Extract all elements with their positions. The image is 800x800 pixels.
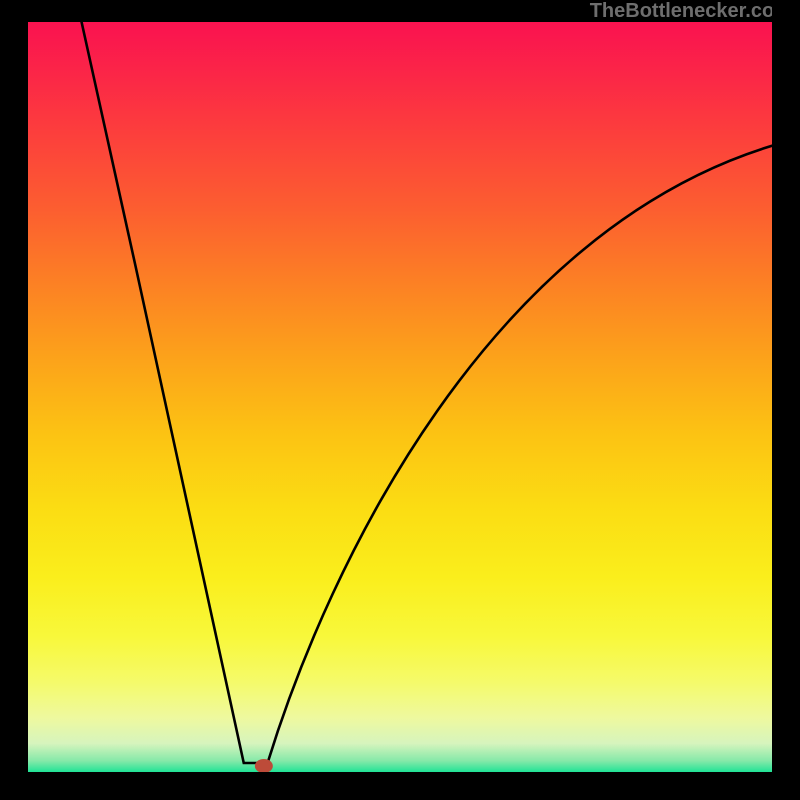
chart-container: TheBottlenecker.com: [0, 0, 800, 800]
v-curve-line: [82, 22, 772, 763]
bottleneck-marker: [255, 759, 273, 773]
curve-svg: [0, 0, 800, 800]
frame-left: [0, 0, 28, 800]
frame-right: [772, 0, 800, 800]
frame-bottom: [0, 772, 800, 800]
